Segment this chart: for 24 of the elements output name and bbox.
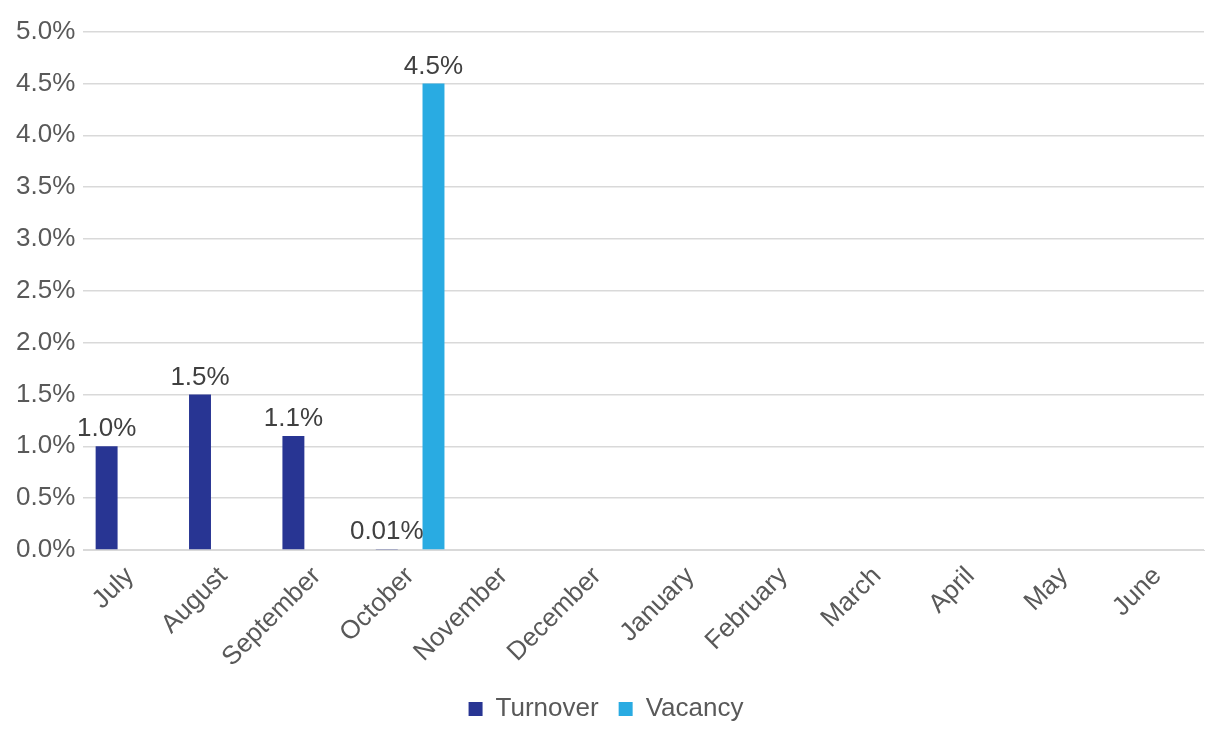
bar — [189, 394, 211, 550]
y-tick-label: 0.0% — [16, 533, 76, 564]
y-tick-label: 4.0% — [16, 118, 76, 149]
legend-label: Turnover — [495, 692, 599, 723]
x-tick-label: July — [85, 560, 140, 615]
y-tick-label: 1.5% — [16, 377, 76, 408]
x-tick-label: May — [1017, 560, 1074, 617]
y-tick-label: 3.0% — [16, 222, 76, 253]
y-tick-label: 5.0% — [16, 14, 76, 45]
y-tick-label: 2.5% — [16, 273, 76, 304]
bar — [422, 83, 445, 550]
y-tick-label: 2.0% — [16, 325, 76, 356]
y-tick-label: 1.0% — [16, 429, 76, 460]
bar — [282, 435, 305, 550]
legend-label: Vacancy — [645, 692, 744, 723]
data-label: 1.1% — [263, 402, 324, 433]
data-label: 1.5% — [170, 360, 230, 391]
y-tick-label: 0.5% — [16, 481, 76, 512]
data-label: 1.0% — [76, 412, 137, 443]
data-label: 0.01% — [349, 515, 424, 546]
y-tick-label: 4.5% — [16, 66, 76, 97]
y-tick-label: 3.5% — [16, 170, 76, 201]
bar — [95, 446, 118, 550]
data-label: 4.5% — [403, 49, 464, 80]
